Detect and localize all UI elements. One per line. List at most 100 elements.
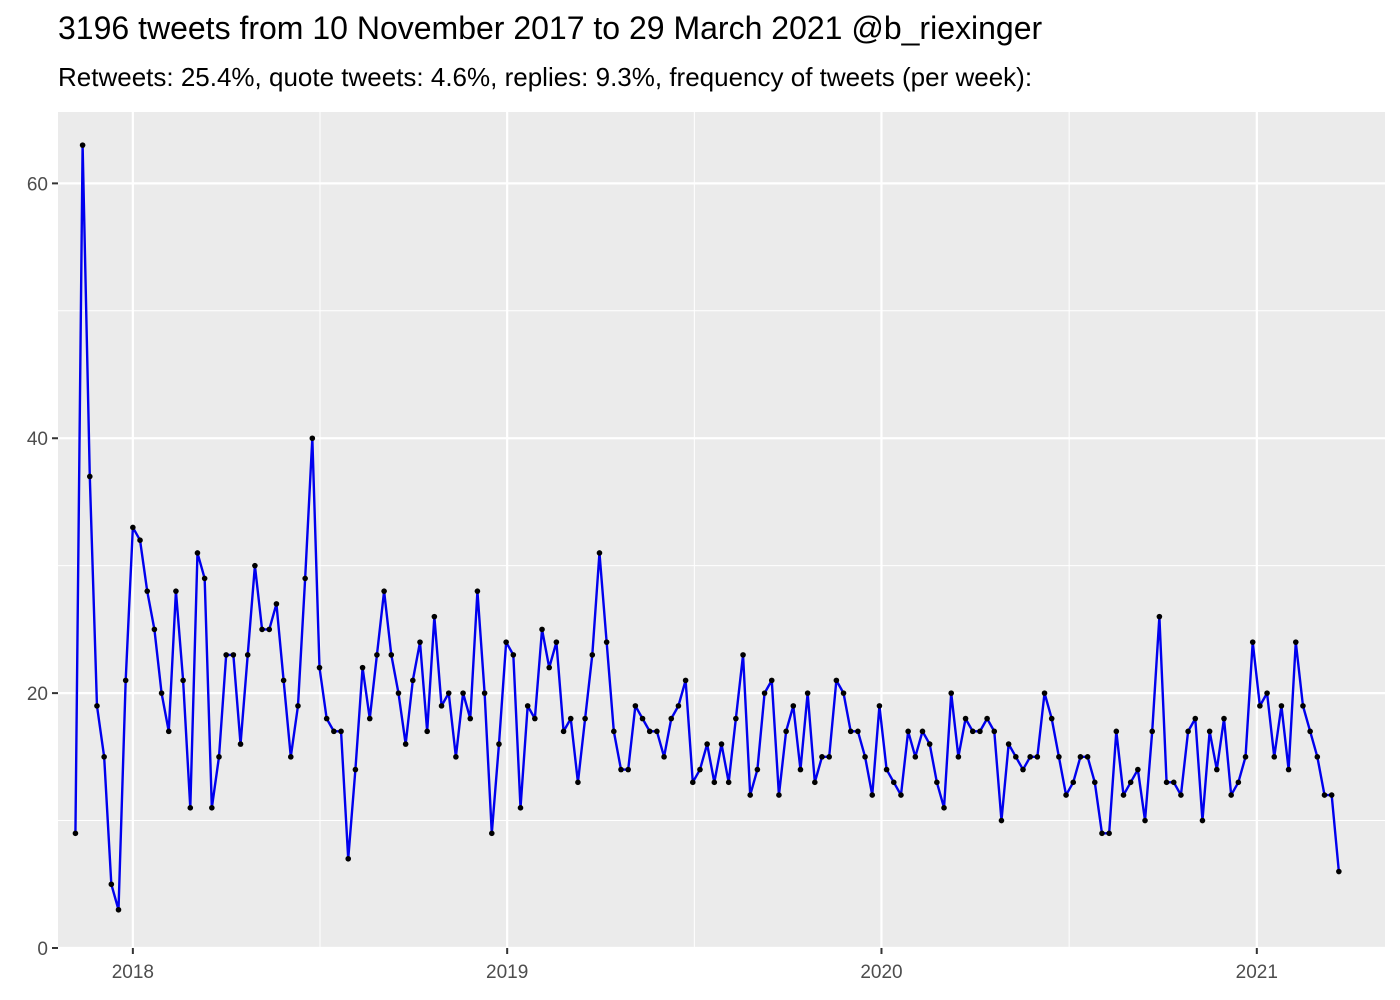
data-point <box>474 588 481 594</box>
data-point <box>740 652 746 658</box>
data-point <box>1077 754 1084 760</box>
data-point <box>618 766 624 773</box>
data-point <box>1056 754 1062 760</box>
data-point <box>682 677 689 684</box>
data-point <box>453 754 459 760</box>
data-point <box>1084 754 1091 760</box>
data-point <box>1041 690 1048 696</box>
data-point <box>668 715 675 722</box>
data-point <box>1113 728 1120 735</box>
data-point <box>546 664 553 671</box>
data-point <box>567 715 574 722</box>
data-point <box>1249 639 1256 645</box>
data-point <box>632 703 639 709</box>
data-point <box>761 690 768 696</box>
data-point <box>754 766 761 773</box>
data-point <box>1221 715 1227 722</box>
data-point <box>711 779 718 786</box>
data-point <box>575 779 581 786</box>
data-point <box>1135 766 1141 773</box>
data-point <box>323 715 330 722</box>
data-point <box>108 881 115 888</box>
data-point <box>467 715 474 722</box>
data-point <box>524 703 531 709</box>
x-tick-label: 2018 <box>112 962 154 983</box>
data-point <box>1156 613 1163 620</box>
data-point <box>374 652 380 658</box>
data-point <box>366 715 373 722</box>
data-point <box>883 766 890 773</box>
data-point <box>388 652 395 658</box>
data-point <box>194 550 201 556</box>
data-point <box>331 728 337 735</box>
data-point <box>977 728 983 735</box>
y-tick-label: 0 <box>37 939 48 960</box>
data-point <box>596 550 603 556</box>
data-point <box>510 652 517 658</box>
data-point <box>1099 830 1105 837</box>
data-point <box>804 690 811 696</box>
data-point <box>101 754 107 760</box>
data-point <box>1271 754 1278 760</box>
data-point <box>833 677 840 684</box>
data-point <box>431 613 438 620</box>
plot-panel <box>58 112 1385 948</box>
data-point <box>338 728 344 735</box>
y-tick-label: 20 <box>27 684 48 705</box>
data-point <box>689 779 696 786</box>
data-point <box>862 754 868 760</box>
data-point <box>424 728 430 735</box>
data-point <box>244 652 251 658</box>
data-point <box>445 690 452 696</box>
data-point <box>819 754 825 760</box>
y-tick-label: 40 <box>27 429 48 450</box>
data-point <box>1314 754 1321 760</box>
data-point <box>173 588 179 594</box>
data-point <box>969 728 976 735</box>
data-point <box>201 575 208 582</box>
chart-title: 3196 tweets from 10 November 2017 to 29 … <box>58 10 1043 46</box>
data-point <box>1013 754 1019 760</box>
data-point <box>122 677 129 684</box>
data-point <box>847 728 854 735</box>
data-point <box>797 766 804 773</box>
chart-subtitle: Retweets: 25.4%, quote tweets: 4.6%, rep… <box>58 62 1033 92</box>
data-point <box>1199 817 1206 824</box>
x-tick-label: 2021 <box>1236 962 1278 983</box>
data-point <box>309 435 316 442</box>
minor-gridlines <box>58 112 1385 948</box>
data-point <box>934 779 940 786</box>
data-point <box>187 805 194 811</box>
data-point <box>1178 792 1184 798</box>
data-point <box>481 690 488 696</box>
data-point <box>1070 779 1077 786</box>
data-point <box>582 715 588 722</box>
data-point <box>137 537 143 543</box>
data-point <box>395 690 402 696</box>
data-point <box>237 741 244 747</box>
data-point <box>517 805 524 811</box>
data-point <box>1278 703 1285 709</box>
data-point <box>1127 779 1134 786</box>
data-point <box>912 754 919 760</box>
data-point <box>316 664 323 671</box>
data-point <box>826 754 832 760</box>
data-point <box>496 741 502 747</box>
data-point <box>675 703 682 709</box>
data-point <box>1163 779 1170 786</box>
data-point <box>898 792 904 798</box>
data-point <box>1307 728 1313 735</box>
data-point <box>259 626 265 633</box>
data-point <box>381 588 387 594</box>
data-point <box>1048 715 1055 722</box>
data-point <box>890 779 897 786</box>
data-point <box>94 703 100 709</box>
data-point <box>725 779 732 786</box>
data-point <box>1228 792 1234 798</box>
data-point <box>209 805 215 811</box>
data-point <box>115 906 122 913</box>
data-point <box>768 677 775 684</box>
data-point <box>216 754 222 760</box>
data-point <box>661 754 667 760</box>
